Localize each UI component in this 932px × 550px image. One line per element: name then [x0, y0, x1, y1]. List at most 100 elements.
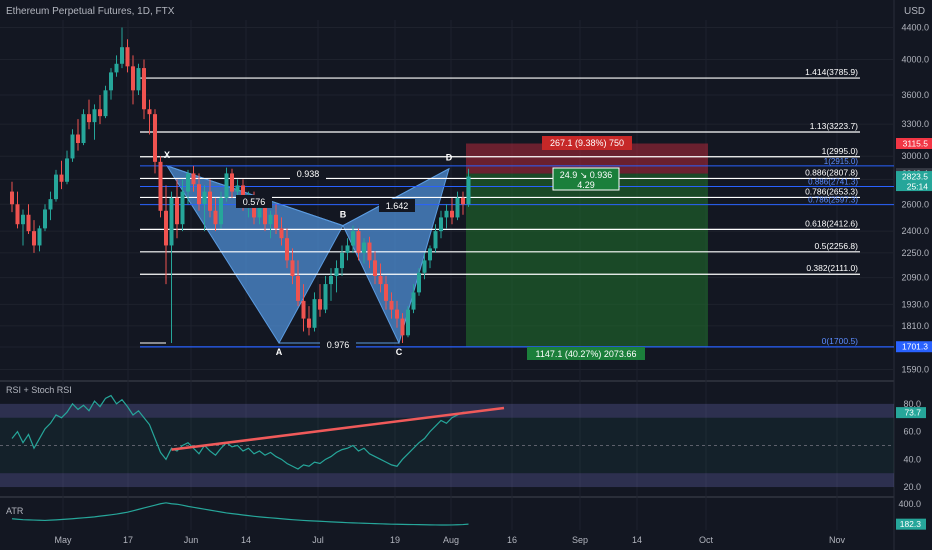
candle-body	[92, 109, 97, 123]
candle-body	[202, 191, 207, 205]
candle-body	[109, 72, 113, 91]
pattern-ratio-label: 0.938	[297, 169, 320, 179]
currency-label[interactable]: USD	[904, 6, 926, 17]
candle-body	[400, 318, 405, 336]
candle-body	[125, 47, 130, 67]
y-tick-label: 1930.0	[901, 299, 929, 309]
candle-body	[164, 210, 168, 246]
price-badge	[896, 171, 932, 192]
y-tick-label: 2250.0	[901, 248, 929, 258]
fib-level-label: 1.414(3785.9)	[805, 67, 858, 77]
fib-level-label: 0.5(2256.8)	[815, 241, 859, 251]
candle-body	[334, 268, 339, 276]
candle-body	[169, 197, 174, 246]
fib-level-label: 0.786(2653.3)	[805, 186, 858, 196]
candle-body	[87, 114, 91, 123]
candle-body	[224, 173, 229, 198]
price-badge-sub: 25:14	[907, 182, 929, 192]
pattern-point-label: X	[164, 150, 170, 160]
candle-body	[329, 275, 333, 285]
y-tick-label: 2400.0	[901, 226, 929, 236]
ratio-box	[236, 195, 272, 208]
candle-body	[422, 260, 427, 273]
candle-body	[213, 210, 218, 225]
fib-level-label: 0(1700.5)	[822, 336, 859, 346]
x-tick-label: Sep	[572, 535, 588, 545]
candle-body	[450, 210, 454, 218]
y-tick-label: 4000.0	[901, 55, 929, 65]
rsi-tick-label: 40.0	[903, 454, 921, 464]
fib-level-label: 0.886(2807.8)	[805, 167, 858, 177]
candle-body	[158, 161, 163, 211]
candle-body	[378, 275, 383, 285]
rsi-tick-label: 80.0	[903, 399, 921, 409]
candle-body	[345, 245, 350, 253]
candle-body	[384, 284, 388, 301]
rsi-title: RSI + Stoch RSI	[6, 385, 72, 395]
fib-level-label: 1(2995.0)	[822, 146, 859, 156]
candle-body	[351, 231, 355, 246]
risk-reward-sub: 4.29	[577, 180, 595, 190]
candle-body	[32, 231, 36, 246]
candle-body	[147, 109, 152, 115]
y-tick-label: 3000.0	[901, 151, 929, 161]
x-tick-label: Jun	[184, 535, 199, 545]
y-tick-label: 1810.0	[901, 321, 929, 331]
rsi-tick-label: 20.0	[903, 482, 921, 492]
x-tick-label: 14	[241, 535, 251, 545]
candle-body	[395, 309, 399, 319]
x-tick-label: Aug	[443, 535, 459, 545]
stop-loss-label: 267.1 (9.38%) 750	[550, 138, 624, 148]
candle-body	[455, 197, 460, 218]
candle-body	[433, 231, 438, 249]
price-badge-label: 2823.5	[902, 172, 928, 182]
y-tick-label: 2600.0	[901, 199, 929, 209]
rsi-value-label: 73.7	[904, 408, 921, 418]
candle-body	[219, 197, 223, 225]
candle-body	[26, 214, 31, 232]
fib-level-label-secondary: 0.886(2741.3)	[808, 177, 858, 186]
candle-body	[466, 176, 471, 205]
y-tick-label: 4400.0	[901, 23, 929, 33]
pattern-point-label: B	[340, 210, 347, 220]
candle-body	[10, 191, 14, 205]
price-badge	[896, 138, 932, 150]
candle-body	[153, 114, 157, 162]
candle-body	[21, 214, 25, 225]
candle-body	[257, 206, 262, 218]
atr-title: ATR	[6, 506, 24, 516]
candle-body	[70, 134, 75, 159]
x-tick-label: Jul	[312, 535, 324, 545]
candle-body	[114, 63, 119, 73]
rsi-band	[0, 403, 894, 418]
atr-value-badge	[896, 518, 926, 530]
candle-body	[301, 300, 306, 319]
fib-level-label-secondary: 1(2915.0)	[824, 157, 859, 166]
candle-body	[136, 68, 141, 91]
rsi-tick-label: 60.0	[903, 427, 921, 437]
candle-body	[323, 284, 328, 310]
candle-body	[76, 134, 80, 144]
candle-body	[48, 199, 53, 210]
y-tick-label: 3300.0	[901, 119, 929, 129]
y-tick-label: 1590.0	[901, 364, 929, 374]
candle-body	[103, 90, 108, 117]
x-tick-label: May	[54, 535, 72, 545]
candle-body	[389, 300, 394, 310]
pattern-ratio-label: 0.576	[243, 197, 266, 207]
candle-body	[43, 209, 47, 229]
price-badge-label: 3115.5	[903, 139, 929, 149]
x-tick-label: 14	[632, 535, 642, 545]
ratio-label-box	[552, 167, 620, 191]
fib-level-label: 1.13(3223.7)	[810, 121, 858, 131]
candle-body	[296, 275, 300, 301]
candle-body	[290, 260, 295, 276]
candle-body	[180, 191, 185, 225]
take-profit-zone	[466, 173, 708, 347]
risk-reward-label: 24.9 ↘ 0.936	[560, 170, 613, 180]
x-tick-label: 17	[123, 535, 133, 545]
stop-label-box	[542, 136, 632, 150]
candle-body	[411, 292, 416, 310]
